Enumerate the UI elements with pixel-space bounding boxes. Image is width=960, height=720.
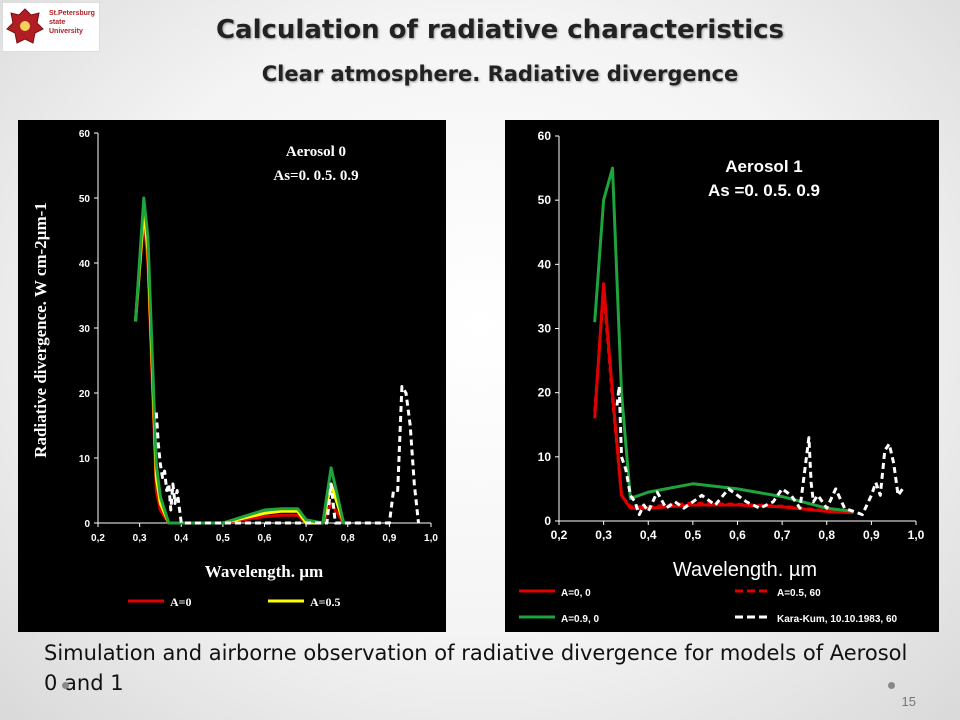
slide-subtitle: Clear atmosphere. Radiative divergence [261,62,739,86]
legend-label: A=0.5, 60 [777,588,821,599]
logo-text: St.Petersburg state University [49,10,95,35]
y-tick-label: 10 [538,450,552,464]
chart-annotation: Aerosol 1 [725,157,802,176]
chart-annotation: As=0. 0.5. 0.9 [273,168,358,184]
y-tick-label: 50 [79,194,91,205]
y-tick-label: 10 [79,454,91,465]
series-line-green [134,196,348,525]
y-tick-label: 30 [79,324,91,335]
y-tick-label: 40 [538,257,552,271]
x-tick-label: 1,0 [908,528,925,542]
series-line-red [134,216,348,525]
y-tick-label: 0 [84,519,90,530]
series-line-white-dashed [615,384,904,517]
legend-label: A=0.9, 0 [561,614,600,625]
legend-label: Kara-Kum, 10.10.1983, 60 [777,614,898,625]
series-line-red-dashed [593,288,854,514]
x-tick-label: 0,7 [299,533,313,544]
x-tick-label: 0,2 [91,533,105,544]
legend-label: A=0, 0 [561,588,591,599]
x-tick-label: 0,6 [729,528,746,542]
x-tick-label: 0,8 [341,533,355,544]
y-tick-label: 20 [538,386,552,400]
chart-aerosol-1-panel: 0 10 20 30 40 50 60 0,2 0,3 0,4 0,5 0,6 0,7 0,8 0,9 1,0… [505,120,939,632]
series-line-yellow [134,209,348,525]
x-tick-label: 0,2 [551,528,568,542]
x-tick-label: 0,8 [818,528,835,542]
x-tick-label: 0,5 [216,533,230,544]
series-line-green [593,166,854,513]
eagle-crest-icon [6,8,44,44]
bullet-dot [62,682,69,689]
y-tick-label: 30 [538,322,552,336]
page-number: 15 [901,694,916,709]
y-tick-label: 60 [79,129,91,140]
x-tick-label: 0,7 [774,528,791,542]
y-axis-label: Radiative divergence. W cm-2µm-1 [31,202,50,458]
x-tick-label: 0,9 [863,528,880,542]
x-tick-label: 0,5 [685,528,702,542]
slide-title: Calculation of radiative characteristics [215,15,785,45]
x-tick-label: 0,6 [258,533,272,544]
x-tick-label: 1,0 [424,533,438,544]
x-tick-label: 0,9 [382,533,396,544]
x-axis-label: Wavelength. µm [673,559,817,581]
y-tick-label: 50 [538,193,552,207]
university-logo: St.Petersburg state University [2,2,100,52]
y-tick-label: 40 [79,259,91,270]
series-line-white-dashed [154,385,420,525]
y-tick-label: 20 [79,389,91,400]
y-tick-label: 60 [538,129,552,143]
legend-label: A=0 [170,595,192,609]
chart-annotation: As =0. 0.5. 0.9 [708,181,820,200]
chart-aerosol-0: 0 10 20 30 40 50 60 0,2 0,3 0,4 0,5 0,6 0,7 0,8 0,9 1,0… [31,129,438,609]
x-axis-label: Wavelength. µm [205,562,323,581]
x-tick-label: 0,3 [595,528,612,542]
chart-aerosol-0-panel: 0 10 20 30 40 50 60 0,2 0,3 0,4 0,5 0,6 0,7 0,8 0,9 1,0… [18,120,446,632]
slide-caption: Simulation and airborne observation of r… [44,641,908,695]
y-tick-label: 0 [544,514,551,528]
chart-annotation: Aerosol 0 [286,144,346,160]
bullet-dot [888,682,895,689]
x-tick-label: 0,4 [174,533,188,544]
chart-aerosol-1: 0 10 20 30 40 50 60 0,2 0,3 0,4 0,5 0,6 0,7 0,8 0,9 1,0… [519,129,925,625]
x-tick-label: 0,4 [640,528,657,542]
legend-label: A=0.5 [310,595,341,609]
series-line-red [593,282,854,515]
x-tick-label: 0,3 [133,533,147,544]
